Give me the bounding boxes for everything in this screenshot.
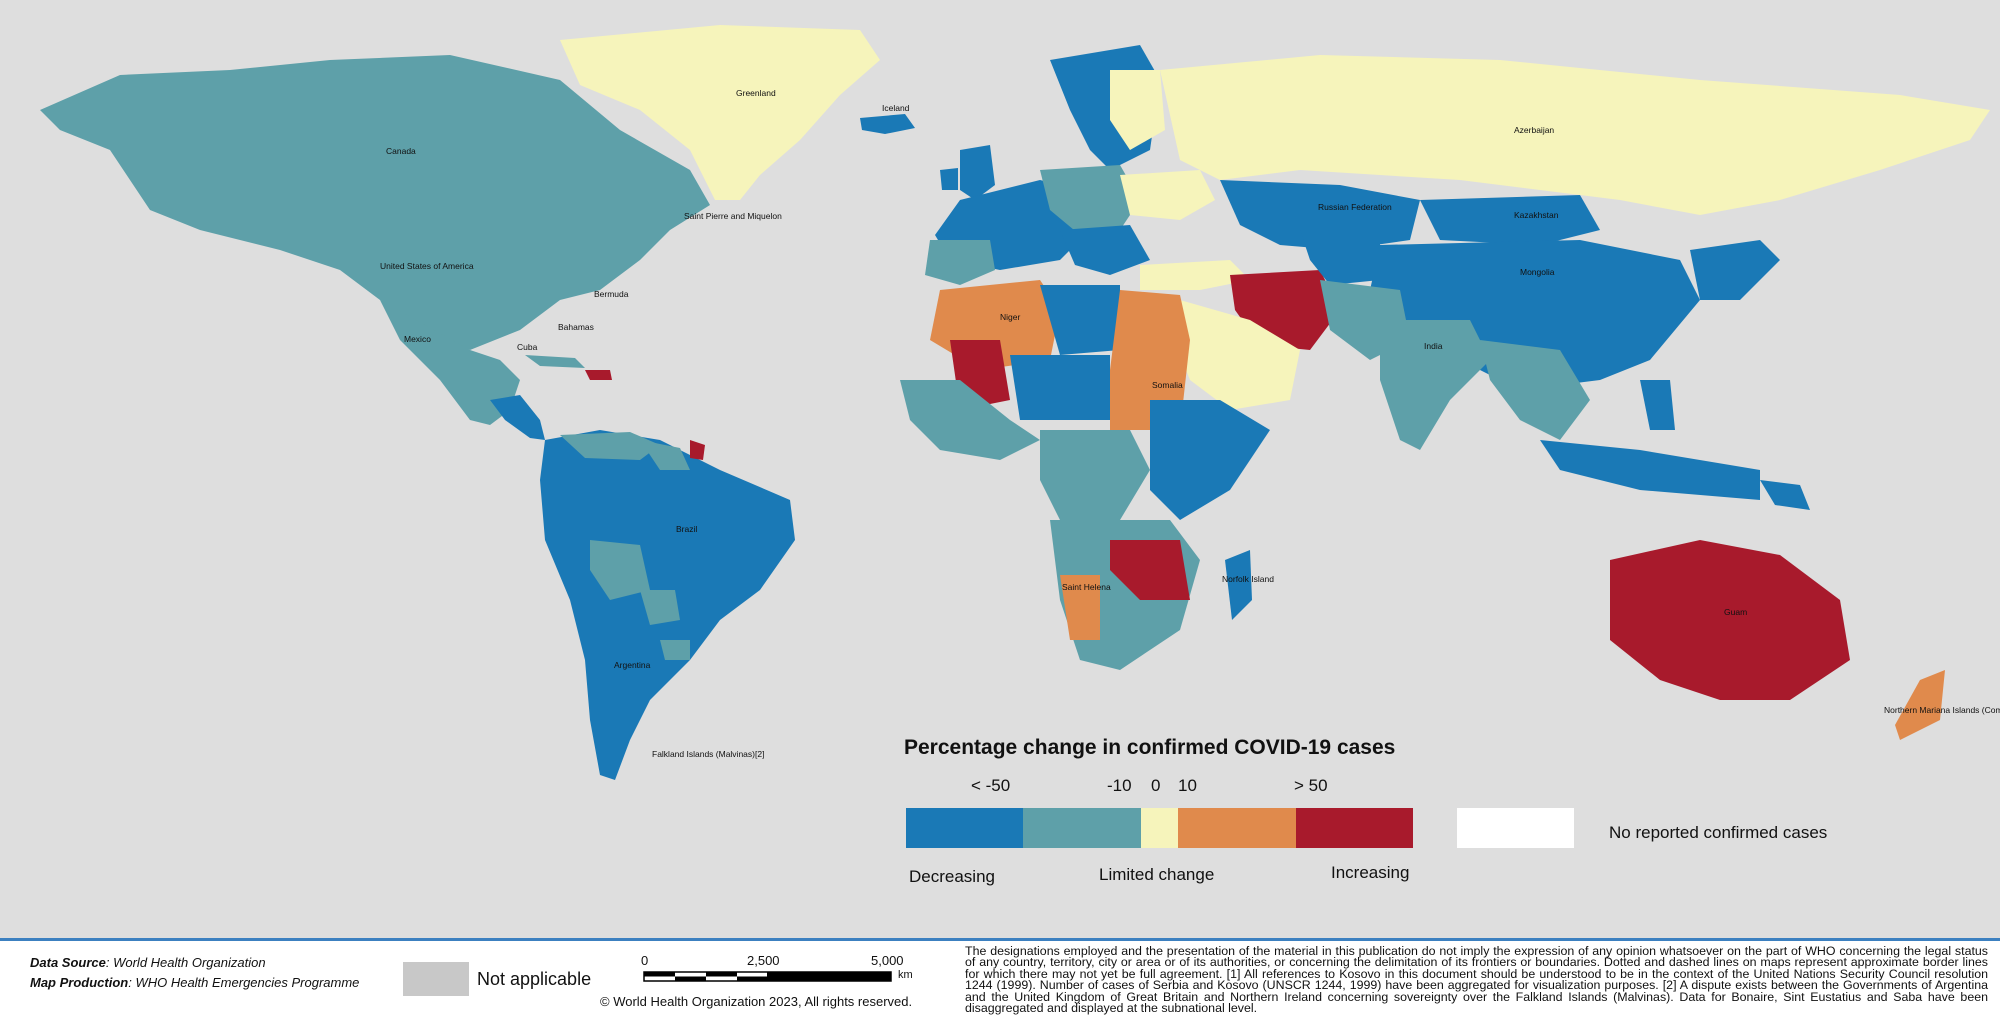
legend-no-cases-label: No reported confirmed cases xyxy=(1609,823,1828,842)
label-usa: United States of America xyxy=(380,261,474,271)
region-namibia xyxy=(1060,575,1100,640)
label-mexico: Mexico xyxy=(404,334,431,344)
region-east-africa xyxy=(1150,400,1270,520)
region-iceland xyxy=(860,114,915,134)
region-mexico xyxy=(380,300,520,425)
label-russia: Azerbaijan xyxy=(1514,125,1554,135)
region-arabia xyxy=(1170,300,1300,410)
not-applicable-label: Not applicable xyxy=(477,969,592,989)
label-brazil: Brazil xyxy=(676,524,697,534)
region-ukraine xyxy=(1120,170,1215,220)
label-sudan: Somalia xyxy=(1152,380,1183,390)
region-png xyxy=(1760,480,1810,510)
region-mongolia xyxy=(1420,195,1600,245)
legend-tick-lt-minus-50: < -50 xyxy=(971,776,1011,795)
label-greenland: Greenland xyxy=(736,88,776,98)
label-iceland: Iceland xyxy=(882,103,910,113)
region-greenland xyxy=(560,25,880,200)
region-australia xyxy=(1610,540,1850,700)
label-india: India xyxy=(1424,341,1443,351)
region-egypt-sudan xyxy=(1110,290,1190,430)
region-north-america xyxy=(40,55,710,350)
label-spm: Saint Pierre and Miquelon xyxy=(684,211,782,221)
region-southeast-asia xyxy=(1480,340,1590,440)
region-finland xyxy=(1110,70,1165,150)
legend-tick-0: 0 xyxy=(1151,776,1161,795)
label-china: Mongolia xyxy=(1520,267,1555,277)
scale-label-0: 0 xyxy=(641,953,649,968)
legend-bin-1 xyxy=(1023,808,1141,848)
label-kazakhstan: Russian Federation xyxy=(1318,202,1392,212)
region-central-america xyxy=(490,395,545,440)
region-madagascar xyxy=(1225,550,1252,620)
region-philippines xyxy=(1640,380,1675,430)
legend-bin-3 xyxy=(1178,808,1296,848)
label-falklands: Falkland Islands (Malvinas)[2] xyxy=(652,749,764,759)
world-map: Greenland Iceland Canada United States o… xyxy=(0,0,2000,938)
scale-label-2500: 2,500 xyxy=(747,953,780,968)
legend-no-cases-swatch xyxy=(1457,808,1574,848)
label-argentina: Argentina xyxy=(614,660,651,670)
footer-divider xyxy=(0,938,2000,941)
region-guyana xyxy=(640,440,690,470)
legend-bin-2 xyxy=(1140,808,1179,848)
not-applicable-swatch xyxy=(403,962,469,996)
region-turkiye xyxy=(1140,260,1250,290)
label-new-zealand: Northern Mariana Islands (Commonwealth o… xyxy=(1884,705,2000,715)
label-australia: Guam xyxy=(1724,607,1747,617)
region-balkans xyxy=(1060,225,1150,275)
region-uk xyxy=(960,145,995,200)
region-iberia xyxy=(925,240,995,285)
region-libya xyxy=(1040,285,1120,355)
region-central-africa xyxy=(1040,430,1150,520)
region-french-guiana xyxy=(690,440,705,460)
region-bolivia xyxy=(590,540,650,600)
region-indonesia xyxy=(1540,440,1760,500)
legend-tick-gt-50: > 50 xyxy=(1294,776,1328,795)
label-bahamas: Bahamas xyxy=(558,322,594,332)
legend-bin-0 xyxy=(906,808,1024,848)
copyright: © World Health Organization 2023, All ri… xyxy=(600,994,913,1009)
label-algeria: Niger xyxy=(1000,312,1020,322)
region-paraguay xyxy=(640,590,680,625)
region-uruguay xyxy=(660,640,690,660)
map-production: Map Production: WHO Health Emergencies P… xyxy=(30,975,360,990)
scale-bar-graphic xyxy=(643,971,892,982)
disclaimer: The designations employed and the presen… xyxy=(965,944,1988,1016)
label-bermuda: Bermuda xyxy=(594,289,629,299)
scale-unit: km xyxy=(898,969,913,981)
region-sahel xyxy=(1010,355,1110,420)
legend-limited-change-label: Limited change xyxy=(1099,865,1215,884)
legend-tick-10: 10 xyxy=(1178,776,1197,795)
region-russia xyxy=(1160,55,1990,215)
region-haiti xyxy=(585,370,612,380)
map-canvas: Greenland Iceland Canada United States o… xyxy=(40,25,2000,780)
data-source: Data Source: World Health Organization xyxy=(30,955,266,970)
region-india xyxy=(1380,320,1490,450)
legend-increasing-label: Increasing xyxy=(1331,863,1410,882)
region-west-africa xyxy=(900,380,1040,460)
legend-decreasing-label: Decreasing xyxy=(909,867,995,886)
label-namibia: Saint Helena xyxy=(1062,582,1111,592)
region-new-zealand xyxy=(1895,670,1945,740)
region-cuba xyxy=(525,355,585,368)
region-central-europe xyxy=(1040,165,1140,235)
label-mongolia: Kazakhstan xyxy=(1514,210,1559,220)
label-canada: Canada xyxy=(386,146,416,156)
label-cuba: Cuba xyxy=(517,342,538,352)
scale-label-5000: 5,000 xyxy=(871,953,904,968)
legend-title: Percentage change in confirmed COVID-19 … xyxy=(904,736,1396,759)
region-central-asia xyxy=(1300,230,1380,285)
map-labels: Greenland Iceland Canada United States o… xyxy=(380,88,2000,759)
label-madagascar: Norfolk Island xyxy=(1222,574,1274,584)
legend-tick-minus-10: -10 xyxy=(1107,776,1132,795)
region-ireland xyxy=(940,168,958,190)
region-korea-japan xyxy=(1690,240,1780,300)
region-venezuela xyxy=(560,432,660,460)
region-zambia-zimbabwe xyxy=(1110,540,1190,600)
legend-bin-4 xyxy=(1295,808,1413,848)
